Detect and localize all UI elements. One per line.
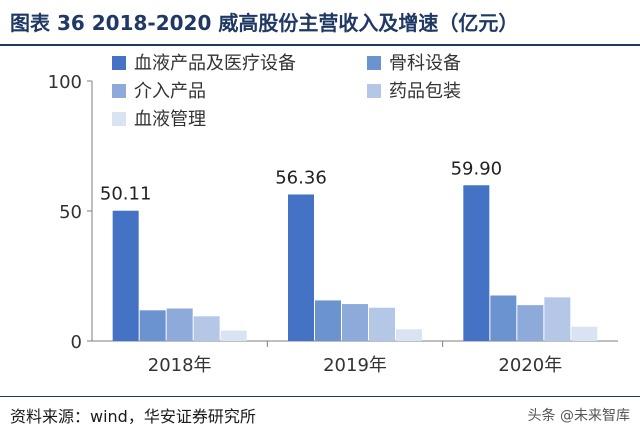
bar	[315, 300, 341, 341]
watermark: 头条 @未来智库	[527, 408, 630, 424]
bar	[571, 326, 598, 341]
legend-swatch	[367, 84, 381, 98]
bar	[193, 316, 220, 341]
bar	[396, 329, 422, 341]
y-tick-label: 50	[59, 202, 82, 223]
title-bar: 图表 36 2018-2020 威高股份主营收入及增速（亿元）	[0, 0, 640, 46]
bar	[220, 330, 247, 341]
legend-label: 骨科设备	[389, 53, 461, 74]
bar-chart: 0 50 100 50.11 2018年 56.36 2019年 59.90 2020年 血液产品…	[48, 53, 618, 376]
legend-label: 介入产品	[134, 81, 206, 102]
footer-divider	[0, 396, 640, 397]
bar	[463, 185, 490, 341]
legend-swatch	[112, 56, 126, 70]
bar	[490, 295, 517, 341]
y-tick-label: 0	[71, 332, 82, 353]
page-title: 图表 36 2018-2020 威高股份主营收入及增速（亿元）	[10, 11, 519, 35]
legend-swatch	[367, 56, 381, 70]
bar	[112, 210, 139, 341]
legend-label: 血液管理	[134, 109, 206, 130]
legend-swatch	[112, 84, 126, 98]
bar	[139, 310, 166, 341]
data-label: 56.36	[275, 167, 327, 188]
legend-label: 药品包装	[389, 81, 461, 102]
chart-area: 0 50 100 50.11 2018年 56.36 2019年 59.90 2020年 血液产品…	[0, 46, 640, 396]
legend-swatch	[112, 112, 126, 126]
bar	[369, 307, 395, 341]
x-tick-label: 2019年	[323, 355, 387, 376]
x-tick-label: 2018年	[148, 355, 212, 376]
source-note: 资料来源：wind，华安证券研究所	[10, 407, 256, 426]
bar	[288, 194, 314, 341]
bar	[342, 304, 368, 341]
data-label: 50.11	[100, 184, 152, 205]
data-label: 59.90	[451, 158, 503, 179]
x-tick-label: 2020年	[498, 355, 562, 376]
bar	[544, 297, 571, 341]
bar	[517, 305, 544, 341]
y-tick-label: 100	[48, 72, 82, 93]
legend-label: 血液产品及医疗设备	[134, 53, 296, 74]
bar	[166, 308, 193, 341]
